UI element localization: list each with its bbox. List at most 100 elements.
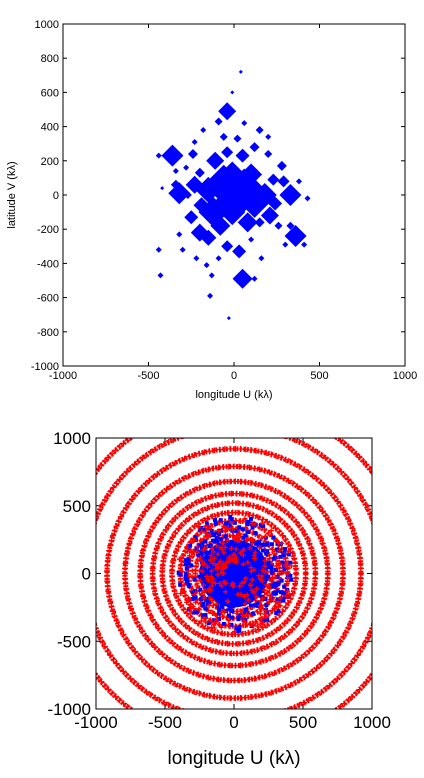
y-tick-label: 0 bbox=[82, 565, 91, 584]
scatter-point bbox=[276, 160, 287, 171]
x-tick-label: 1000 bbox=[353, 713, 391, 732]
scatter-point bbox=[295, 178, 302, 185]
y-tick-label: 0 bbox=[53, 190, 59, 202]
scatter-point bbox=[221, 146, 234, 159]
scatter-point bbox=[260, 206, 279, 225]
y-tick-label: -800 bbox=[37, 327, 59, 339]
scatter-point bbox=[179, 246, 186, 253]
scatter-point bbox=[219, 132, 228, 141]
ring-and-point-marks bbox=[96, 438, 372, 709]
overlap-points bbox=[176, 516, 294, 635]
x-tick-label: -1000 bbox=[49, 370, 77, 382]
scatter-point bbox=[161, 144, 184, 167]
scatter-point bbox=[176, 231, 183, 238]
scatter-point bbox=[218, 102, 237, 121]
scatter-point bbox=[206, 151, 225, 170]
scatter-point bbox=[248, 236, 255, 243]
scatter-point bbox=[194, 167, 205, 178]
scatter-point bbox=[193, 255, 200, 262]
y-tick-label: -1000 bbox=[31, 361, 59, 373]
scatter-point bbox=[255, 126, 264, 135]
scatter-point bbox=[168, 182, 191, 205]
scatter-point bbox=[219, 199, 246, 226]
scatter-point bbox=[265, 133, 272, 140]
scatter-point bbox=[170, 179, 181, 190]
y-axis-ticks: 1000 800 600 400 200 0 -200 -400 -600 -800 -1000-1… bbox=[31, 19, 417, 382]
scatter-point bbox=[258, 255, 265, 262]
uv-coverage-chart: 1000 800 600 400 200 0 -200 -400 -600 -800 -1000-1… bbox=[6, 19, 417, 401]
x-axis-label: longitude U (kλ) bbox=[195, 389, 272, 401]
scatter-point bbox=[193, 197, 210, 214]
y-tick-label: -1000 bbox=[48, 700, 91, 719]
sampling-ring bbox=[96, 438, 372, 709]
scatter-point bbox=[237, 212, 258, 233]
scatter-point bbox=[230, 90, 235, 95]
plot-frame bbox=[62, 23, 406, 367]
scatter-point bbox=[240, 163, 263, 186]
scatter-point bbox=[274, 221, 283, 230]
y-tick-label: 600 bbox=[41, 87, 59, 99]
x-axis-label-2: longitude U (kλ) bbox=[167, 748, 300, 769]
scatter-point bbox=[172, 168, 179, 175]
scatter-point bbox=[155, 152, 162, 159]
scatter-point bbox=[268, 196, 283, 211]
scatter-point bbox=[160, 186, 165, 191]
sampling-ring bbox=[137, 478, 331, 669]
scatter-point bbox=[241, 120, 248, 127]
sampling-ring bbox=[121, 463, 347, 684]
scatter-point bbox=[232, 268, 253, 289]
scatter-point bbox=[226, 316, 231, 321]
scatter-point bbox=[282, 241, 289, 248]
x-tick-label: -500 bbox=[137, 370, 159, 382]
sampling-ring bbox=[104, 445, 364, 702]
scatter-point bbox=[184, 210, 199, 225]
scatter-point bbox=[183, 164, 190, 171]
scatter-point bbox=[155, 246, 162, 253]
scatter-point bbox=[254, 217, 265, 228]
x-tick-label: 500 bbox=[310, 370, 328, 382]
scatter-point bbox=[286, 221, 295, 230]
x-tick-label: 1000 bbox=[393, 370, 417, 382]
y-tick-label: 1000 bbox=[35, 19, 59, 31]
scatter-point bbox=[235, 148, 250, 163]
sampling-ring bbox=[159, 500, 309, 647]
scatter-point bbox=[301, 241, 308, 248]
scatter-point bbox=[210, 215, 231, 236]
scatter-point bbox=[277, 175, 290, 188]
scatter-point bbox=[200, 127, 207, 134]
scatter-point bbox=[251, 275, 258, 282]
scatter-point bbox=[267, 173, 280, 186]
scatter-point bbox=[214, 117, 223, 126]
scatter-point bbox=[183, 191, 192, 199]
scatter-point bbox=[191, 138, 198, 145]
y-tick-label: 200 bbox=[41, 156, 59, 168]
scatter-point bbox=[221, 240, 234, 253]
scatter-point bbox=[208, 272, 215, 279]
x-tick-label: -1000 bbox=[74, 713, 117, 732]
y-tick-label: 500 bbox=[63, 497, 91, 516]
scatter-point bbox=[203, 262, 210, 269]
scatter-points bbox=[155, 69, 311, 321]
scatter-point bbox=[219, 161, 246, 188]
plot-frame-2 bbox=[95, 437, 373, 710]
scatter-point bbox=[207, 292, 214, 299]
scatter-point bbox=[190, 223, 209, 242]
axis-ticks: 1000 500 0 -500 -1000-1000 -500 0 500 1000 bbox=[48, 429, 391, 732]
scatter-point bbox=[157, 272, 164, 279]
scatter-point bbox=[195, 176, 222, 203]
y-tick-label: -600 bbox=[37, 293, 59, 305]
scatter-point bbox=[279, 184, 302, 206]
y-tick-label: -500 bbox=[57, 632, 91, 651]
y-axis-label: latitude V (kλ) bbox=[6, 161, 18, 228]
scatter-point bbox=[187, 148, 198, 159]
x-tick-label: 0 bbox=[231, 370, 237, 382]
scatter-point bbox=[284, 225, 307, 248]
sampling-ring bbox=[96, 438, 372, 709]
y-tick-label: 1000 bbox=[53, 429, 91, 448]
scatter-point bbox=[264, 149, 273, 158]
x-tick-label: 500 bbox=[289, 713, 317, 732]
scatter-point bbox=[238, 69, 243, 74]
scatter-point bbox=[232, 244, 247, 259]
